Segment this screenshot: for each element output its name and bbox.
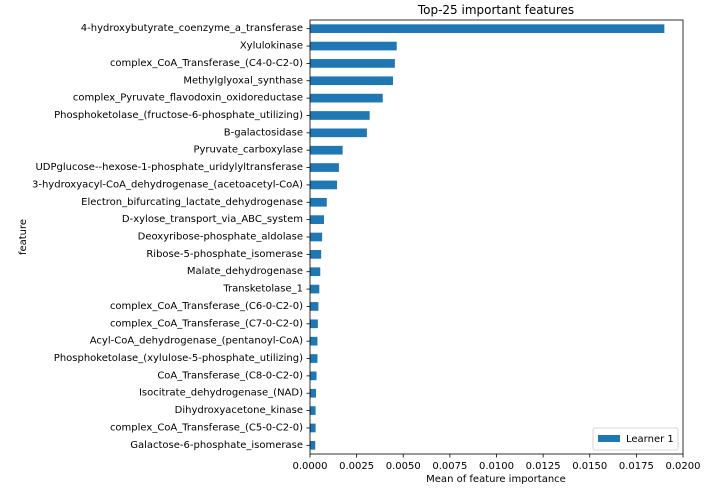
bar <box>310 180 338 190</box>
bar <box>310 76 393 86</box>
y-tick-label: D-xylose_transport_via_ABC_system <box>122 214 303 225</box>
legend-swatch <box>598 435 620 442</box>
bar <box>310 319 318 329</box>
y-axis-ticks: 4-hydroxybutyrate_coenzyme_a_transferase… <box>32 23 310 451</box>
y-tick-label: complex_Pyruvate_flavodoxin_oxidoreducta… <box>73 93 303 104</box>
bar <box>310 41 397 51</box>
plot-frame <box>309 19 684 455</box>
y-tick-label: complex_CoA_Transferase_(C5-0-C2-0) <box>110 422 303 433</box>
x-tick-label: 0.0175 <box>619 461 654 472</box>
y-tick-label: Acyl-CoA_dehydrogenase_(pentanoyl-CoA) <box>90 336 303 347</box>
y-tick-label: Galactose-6-phosphate_isomerase <box>130 440 303 451</box>
y-tick-label: Ribose-5-phosphate_isomerase <box>146 249 303 260</box>
y-tick-label: Electron_bifurcating_lactate_dehydrogena… <box>81 197 303 208</box>
bar <box>310 267 321 277</box>
y-tick-label: Methylglyoxal_synthase <box>183 75 303 86</box>
y-tick-label: Pyruvate_carboxylase <box>193 145 303 156</box>
y-tick-label: Dihydroxyacetone_kinase <box>175 405 303 416</box>
bar <box>310 250 322 259</box>
bar <box>310 197 327 207</box>
bar <box>310 423 316 433</box>
x-tick-label: 0.0150 <box>572 461 607 472</box>
bar <box>310 24 665 34</box>
y-tick-label: complex_CoA_Transferase_(C4-0-C2-0) <box>110 58 303 69</box>
x-tick-label: 0.0050 <box>386 461 421 472</box>
y-tick-label: Isocitrate_dehydrogenase_(NAD) <box>139 388 303 399</box>
y-tick-label: Phosphoketolase_(xylulose-5-phosphate_ut… <box>54 353 303 364</box>
bar <box>310 232 323 242</box>
y-tick-label: Xylulokinase <box>240 41 303 52</box>
legend: Learner 1 <box>592 427 679 451</box>
bar <box>310 371 317 381</box>
bar <box>310 336 318 346</box>
bar <box>310 215 324 224</box>
y-tick-label: UDPglucose--hexose-1-phosphate_uridylylt… <box>35 162 303 173</box>
legend-frame <box>592 427 679 451</box>
x-tick-label: 0.0000 <box>293 461 328 472</box>
bar <box>310 302 319 311</box>
x-tick-label: 0.0125 <box>526 461 561 472</box>
y-tick-label: 4-hydroxybutyrate_coenzyme_a_transferase <box>81 23 303 34</box>
y-tick-label: B-galactosidase <box>224 127 303 138</box>
x-tick-label: 0.0025 <box>339 461 374 472</box>
bar <box>310 59 395 68</box>
bar <box>310 388 316 398</box>
bar <box>310 128 367 138</box>
y-tick-label: 3-hydroxyacyl-CoA_dehydrogenase_(acetoac… <box>32 179 303 190</box>
bar <box>310 406 316 415</box>
bar <box>310 284 320 294</box>
bar <box>310 93 383 103</box>
y-tick-label: Deoxyribose-phosphate_aldolase <box>138 232 303 243</box>
x-tick-label: 0.0075 <box>432 461 467 472</box>
y-axis-label: feature <box>18 219 29 255</box>
y-tick-label: Phosphoketolase_(fructose-6-phosphate_ut… <box>54 110 303 121</box>
y-tick-label: complex_CoA_Transferase_(C7-0-C2-0) <box>110 318 303 329</box>
x-tick-label: 0.0200 <box>666 461 701 472</box>
bar <box>310 354 318 363</box>
bar <box>310 440 316 450</box>
y-tick-label: Malate_dehydrogenase <box>187 266 303 277</box>
legend-label: Learner 1 <box>626 434 674 445</box>
x-axis-label: Mean of feature importance <box>426 474 566 485</box>
chart-title: Top-25 important features <box>417 3 574 17</box>
y-tick-label: CoA_Transferase_(C8-0-C2-0) <box>157 370 303 381</box>
bar <box>310 163 339 172</box>
x-tick-label: 0.0100 <box>479 461 514 472</box>
x-axis-ticks: 0.0000 0.0025 0.0050 0.0075 0.0100 0.0125 0.01… <box>293 454 701 472</box>
y-tick-label: complex_CoA_Transferase_(C6-0-C2-0) <box>110 301 303 312</box>
bar <box>310 145 343 155</box>
y-tick-label: Transketolase_1 <box>222 284 303 295</box>
bar <box>310 111 370 120</box>
bars-group <box>310 24 665 450</box>
